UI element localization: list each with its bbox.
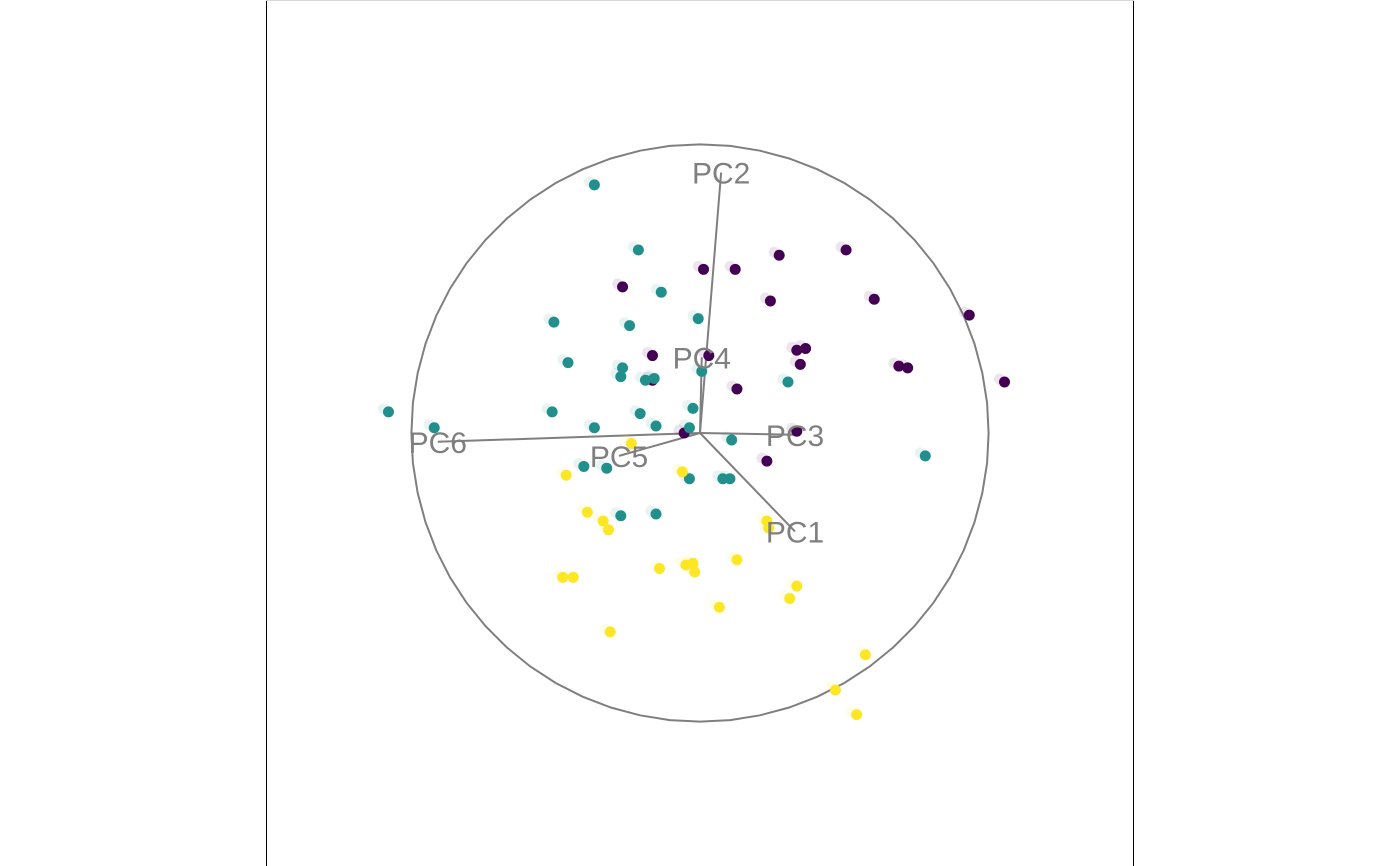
data-point	[588, 179, 600, 191]
data-point	[919, 450, 931, 462]
data-point	[731, 554, 743, 566]
data-point	[546, 406, 558, 418]
data-point	[654, 563, 666, 575]
reference-circle	[410, 143, 990, 723]
data-point	[597, 515, 609, 527]
data-point	[604, 626, 616, 638]
data-point	[562, 357, 574, 369]
data-point	[634, 408, 646, 420]
axis-line-pc3	[699, 432, 796, 436]
data-point	[773, 249, 785, 261]
data-point	[698, 263, 710, 275]
axis-label-pc6: PC6	[409, 427, 467, 460]
data-point	[713, 601, 725, 613]
data-point	[617, 362, 629, 374]
data-point	[578, 460, 590, 472]
data-point	[692, 313, 704, 325]
data-point	[382, 406, 394, 418]
data-point	[683, 473, 695, 485]
data-point	[703, 350, 715, 362]
data-point	[689, 566, 701, 578]
data-point	[646, 350, 658, 362]
data-point	[650, 508, 662, 520]
data-point	[782, 376, 794, 388]
panel-border	[266, 0, 1134, 866]
data-point	[557, 571, 569, 583]
data-point	[859, 649, 871, 661]
data-point	[567, 571, 579, 583]
data-point	[729, 263, 741, 275]
data-point	[581, 506, 593, 518]
data-point	[696, 365, 708, 377]
axis-label-pc3: PC3	[766, 420, 824, 453]
data-point	[683, 422, 695, 434]
data-point	[963, 309, 975, 321]
data-point	[893, 360, 905, 372]
data-point	[764, 295, 776, 307]
data-point	[687, 557, 699, 569]
data-point	[794, 358, 806, 370]
data-point	[851, 709, 863, 721]
data-point	[560, 469, 572, 481]
data-point	[830, 684, 842, 696]
axis-line-pc1	[699, 432, 796, 533]
data-point	[639, 374, 651, 386]
data-point	[731, 383, 743, 395]
data-point	[902, 362, 914, 374]
data-point	[625, 438, 637, 450]
data-point	[650, 420, 662, 432]
data-point	[784, 592, 796, 604]
data-point	[428, 422, 440, 434]
data-point	[998, 376, 1010, 388]
data-point	[800, 343, 812, 355]
data-point	[840, 244, 852, 256]
data-point	[615, 371, 627, 383]
data-point	[791, 580, 803, 592]
data-point	[648, 372, 660, 384]
data-point	[868, 293, 880, 305]
data-point	[615, 510, 627, 522]
axis-label-pc4: PC4	[673, 342, 731, 375]
data-point	[761, 455, 773, 467]
data-point	[791, 344, 803, 356]
data-point	[548, 316, 560, 328]
data-point	[763, 522, 775, 534]
data-point	[791, 425, 803, 437]
data-point	[601, 462, 613, 474]
data-point	[726, 434, 738, 446]
axis-label-pc2: PC2	[692, 158, 750, 191]
axis-line-pc6	[437, 432, 701, 443]
data-point	[588, 422, 600, 434]
data-point	[687, 402, 699, 414]
axis-line-pc2	[699, 172, 723, 434]
data-point	[624, 320, 636, 332]
data-point	[724, 473, 736, 485]
data-point	[676, 466, 688, 478]
data-point	[632, 244, 644, 256]
data-point	[617, 281, 629, 293]
data-point	[655, 286, 667, 298]
axis-label-pc1: PC1	[766, 517, 824, 550]
axis-label-pc5: PC5	[590, 441, 648, 474]
data-point	[602, 524, 614, 536]
